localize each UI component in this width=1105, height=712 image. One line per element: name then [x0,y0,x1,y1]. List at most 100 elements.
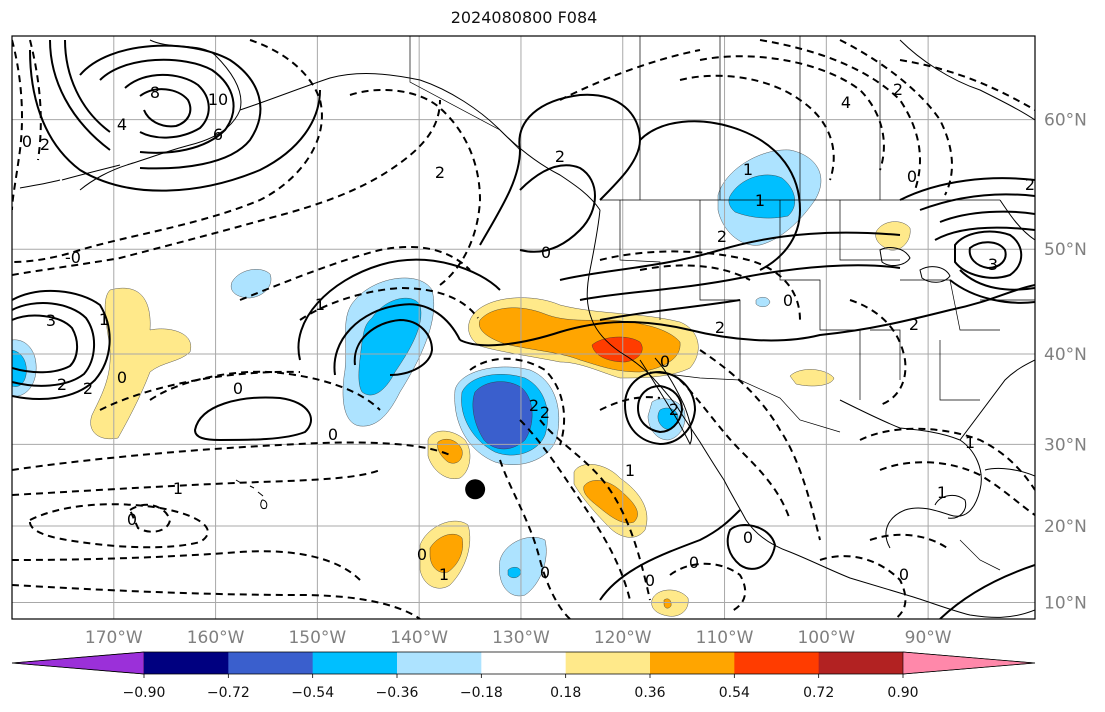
colorbar: −0.90 −0.72 −0.54 −0.36 −0.18 0.18 0.36 0.54 0.7… [11,651,1036,701]
contour-label-neg: 0 [660,352,670,371]
contour-neg [759,39,921,191]
contour-neg [99,370,301,411]
longitude-labels: 170°W 160°W 150°W 140°W 130°W 120°W 110°W 100°W… [85,628,952,648]
shade-orange [663,598,672,609]
shade-orange [429,534,463,573]
colorbar-extend-high [902,651,1036,675]
shade-blue [728,174,796,219]
contour-label-neg: 0 [328,425,338,444]
contour-neg [128,503,172,533]
latitude-label: 10°N [1044,594,1087,614]
longitude-label: 160°W [187,628,245,648]
colorbar-tick-label: 0.36 [634,685,665,701]
contour-pos [579,264,901,301]
contour-neg [819,555,907,619]
contour-label-neg: 1 [625,461,635,480]
latitude-label: 50°N [1044,240,1087,260]
colorbar-segment [734,652,820,674]
longitude-label: 150°W [288,628,346,648]
contour-pos [934,210,1035,241]
contour-pos [459,284,1035,347]
colorbar-segment [144,652,229,674]
contour-neg [12,584,421,619]
contour-label-neg: 0 [899,565,909,584]
contour-pos [12,314,78,374]
contour-label-neg: 0 [117,368,127,387]
contour-pos [12,302,96,387]
latitude-label: 40°N [1044,345,1087,365]
contour-pos [139,88,192,128]
contour-label-neg: -0 [65,248,81,267]
contour-neg [29,39,42,161]
contour-label-neg: 0 [689,553,699,572]
colorbar-segment [650,652,735,674]
contour-neg [679,74,835,181]
coastline-great-lakes [879,247,951,283]
contour-neg [669,562,747,613]
border-states [619,200,1035,401]
latitude-label: 20°N [1044,517,1087,537]
contour-pos [599,299,741,321]
colorbar-extend-low [11,651,145,675]
contour-neg [12,469,381,496]
shade-light-blue [499,537,547,597]
contour-neg [239,245,471,301]
contour-neg [699,349,821,541]
shade-yellow [90,288,191,440]
contour-neg [12,39,24,211]
contour-neg [859,427,1035,491]
contour-label-pos: 3 [46,311,56,330]
contour-pos [559,231,901,281]
contour-pos [333,303,461,376]
contour-pos [949,269,1035,304]
contour-label-neg: 0 [540,563,550,582]
colorbar-tick-label: −0.72 [207,685,250,701]
contour-pos [639,120,802,271]
contour-pos [919,193,1035,211]
colorbar-tick-label: 0.18 [550,685,581,701]
colorbar-segment [312,652,398,674]
contour-neg [559,49,701,101]
colorbar-segment [565,652,651,674]
storm-position-dot [465,479,486,500]
colorbar-tick-label: −0.36 [376,685,419,701]
contour-neg [12,441,451,471]
colorbar-tick-label: 0.90 [887,685,918,701]
anomaly-shading [12,149,911,617]
border-provinces [639,36,881,200]
contour-label-neg: 2 [715,318,725,337]
contour-label-pos: 10 [208,90,228,109]
coastline-hawaii [235,479,268,509]
contour-pos [623,370,697,446]
contour-label-neg: 1 [965,433,975,452]
coastline-baja [639,357,693,446]
shade-orange [437,439,463,464]
coastline-gulf-of-alaska [239,73,601,211]
contour-neg [539,419,651,601]
coastline-cuba [984,467,1035,477]
contour-label-neg: 2 [1025,175,1035,194]
contour-label-neg: 1 [315,295,325,314]
coastline-yucatan [934,494,967,519]
contour-pos [99,58,235,154]
contour-label-neg: 0 [127,510,137,529]
colorbar-tick-label: −0.54 [291,685,334,701]
contour-neg [849,299,907,406]
contour-pos [954,230,1023,279]
contour-label-neg: 0 [645,571,655,590]
contour-neg [28,503,209,549]
map-frame [11,35,1036,620]
contour-pos [297,258,501,361]
contour-pos [193,396,312,442]
border-us-mexico [649,371,841,433]
contour-pos [353,318,434,376]
contour-neg [499,459,571,619]
colorbar-segment [818,652,904,674]
latitude-label: 60°N [1044,111,1087,131]
shade-light-blue [230,269,272,299]
contour-neg [839,39,953,196]
border-central-america [959,539,1001,571]
coastline-east-canada [999,199,1035,241]
longitude-label: 90°W [905,628,952,648]
